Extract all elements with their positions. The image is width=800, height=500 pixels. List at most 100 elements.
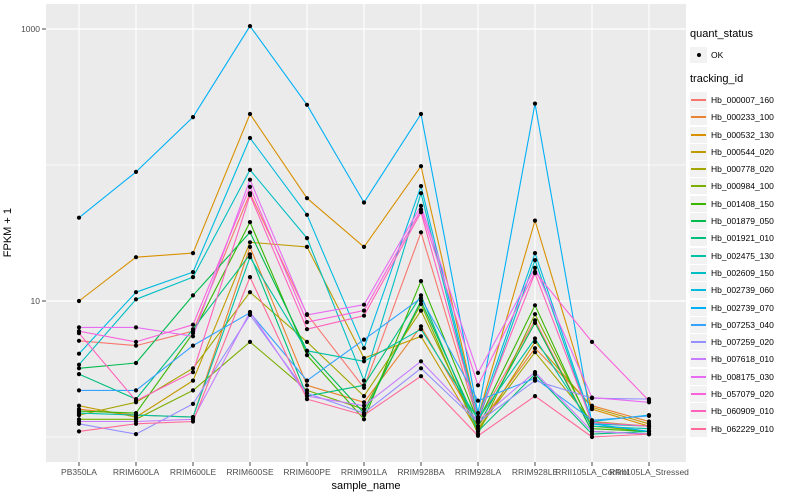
data-point [304,339,310,344]
data-point [475,433,481,438]
legend-item-label: Hb_000532_130 [711,129,774,140]
legend-item-Hb_000778_020: Hb_000778_020 [690,160,798,178]
data-point [418,210,424,215]
data-point [589,339,595,344]
data-point [532,346,538,351]
data-point [304,320,310,325]
x-tick-label: RRIM928LE [512,467,559,477]
data-point [532,271,538,276]
data-point [304,196,310,201]
data-point [190,115,196,120]
data-point [247,24,253,29]
data-point [475,424,481,429]
legend-item-Hb_001408_150: Hb_001408_150 [690,195,798,212]
data-point [247,193,253,198]
data-point [475,415,481,421]
legend-item-Hb_000532_130: Hb_000532_130 [690,126,798,143]
legend-color-key [690,126,707,143]
data-point [76,429,82,434]
data-point [589,434,595,440]
legend-color-key [690,316,707,333]
data-point [190,293,196,298]
data-point [133,169,139,174]
legend-item-Hb_001879_050: Hb_001879_050 [690,212,798,230]
data-point [418,359,424,364]
data-point [418,203,424,208]
legend-item-label: Hb_002739_070 [711,302,774,313]
legend-item-label: Hb_002609_150 [711,267,774,278]
legend: quant_status OK tracking_id Hb_000007_16… [690,28,798,437]
data-point [532,378,538,383]
legend-item-label: Hb_057079_020 [711,388,774,399]
legend-line-swatch [691,116,706,119]
data-point [76,338,82,343]
data-point [475,429,481,434]
legend-color-key [690,385,707,402]
data-point [247,167,253,172]
data-point [418,301,424,307]
legend-item-Hb_007259_020: Hb_007259_020 [690,333,798,351]
data-point [361,383,367,388]
legend-line-swatch [691,375,706,378]
data-point [247,312,253,317]
data-point [190,327,196,332]
data-point [76,331,82,336]
legend-line-swatch [691,220,706,223]
data-point [361,417,367,422]
data-point [133,325,139,330]
data-point [418,111,424,117]
data-point [361,403,367,408]
data-point [190,370,196,375]
data-point [304,212,310,217]
legend-item-label: Hb_008175_030 [711,371,774,382]
legend-color-key [690,299,707,316]
data-point [247,135,253,141]
legend-item-Hb_007253_040: Hb_007253_040 [690,316,798,333]
legend-color-key [690,195,707,212]
legend-quant-status-title: quant_status [690,28,753,40]
data-point [646,424,652,429]
data-point [532,350,538,355]
data-point [247,290,253,295]
data-point [247,220,253,225]
data-point [532,258,538,263]
data-point [304,378,310,383]
legend-item-Hb_000007_160: Hb_000007_160 [690,91,798,108]
legend-item-label: Hb_000007_160 [711,94,774,105]
data-point [76,411,82,416]
data-point [304,236,310,241]
data-point [532,101,538,106]
legend-item-label: Hb_062229_010 [711,423,774,434]
data-point [133,290,139,295]
data-point [475,370,481,375]
data-point [361,378,367,383]
legend-color-key [690,420,707,437]
data-point [247,309,253,315]
data-point [532,303,538,308]
legend-line-swatch [691,323,706,326]
data-point [76,372,82,377]
data-point [304,383,310,388]
data-point [304,397,310,402]
legend-line-swatch [691,341,706,344]
data-point [190,275,196,280]
data-point [304,391,310,396]
data-point [304,353,310,358]
legend-color-key [690,351,707,368]
data-point [418,296,424,301]
data-point [304,327,310,332]
black-point-icon [696,52,701,58]
data-point [133,388,139,393]
data-point [418,308,424,313]
y-axis-title: FPKM + 1 [2,4,14,462]
data-point [646,432,652,437]
legend-line-swatch [691,358,706,361]
data-point [418,327,424,332]
legend-line-swatch [691,185,706,188]
legend-item-Hb_060909_010: Hb_060909_010 [690,403,798,420]
legend-item-Hb_002475_130: Hb_002475_130 [690,247,798,264]
data-point [589,405,595,410]
data-point [475,411,481,416]
